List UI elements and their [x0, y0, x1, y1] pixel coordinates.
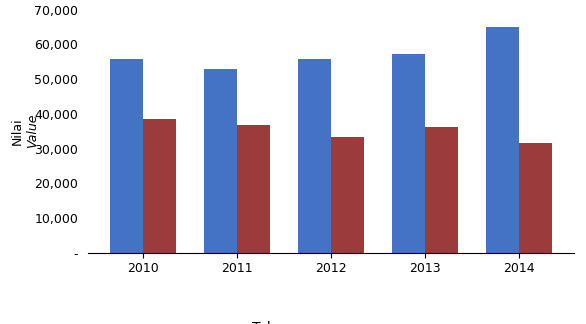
- Text: Value: Value: [11, 114, 39, 148]
- Text: Nilai: Nilai: [11, 117, 39, 145]
- Bar: [331, 137, 364, 253]
- Bar: [425, 127, 458, 253]
- Bar: [110, 59, 143, 253]
- Bar: [237, 125, 270, 253]
- Bar: [392, 54, 425, 253]
- Bar: [143, 119, 176, 253]
- Bar: [486, 27, 519, 253]
- Bar: [204, 69, 237, 253]
- Bar: [298, 59, 331, 253]
- Text: Tahun: Tahun: [252, 321, 293, 324]
- Bar: [519, 143, 552, 253]
